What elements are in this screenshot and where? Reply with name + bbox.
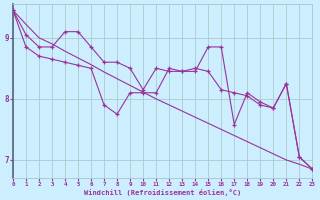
X-axis label: Windchill (Refroidissement éolien,°C): Windchill (Refroidissement éolien,°C) (84, 189, 241, 196)
